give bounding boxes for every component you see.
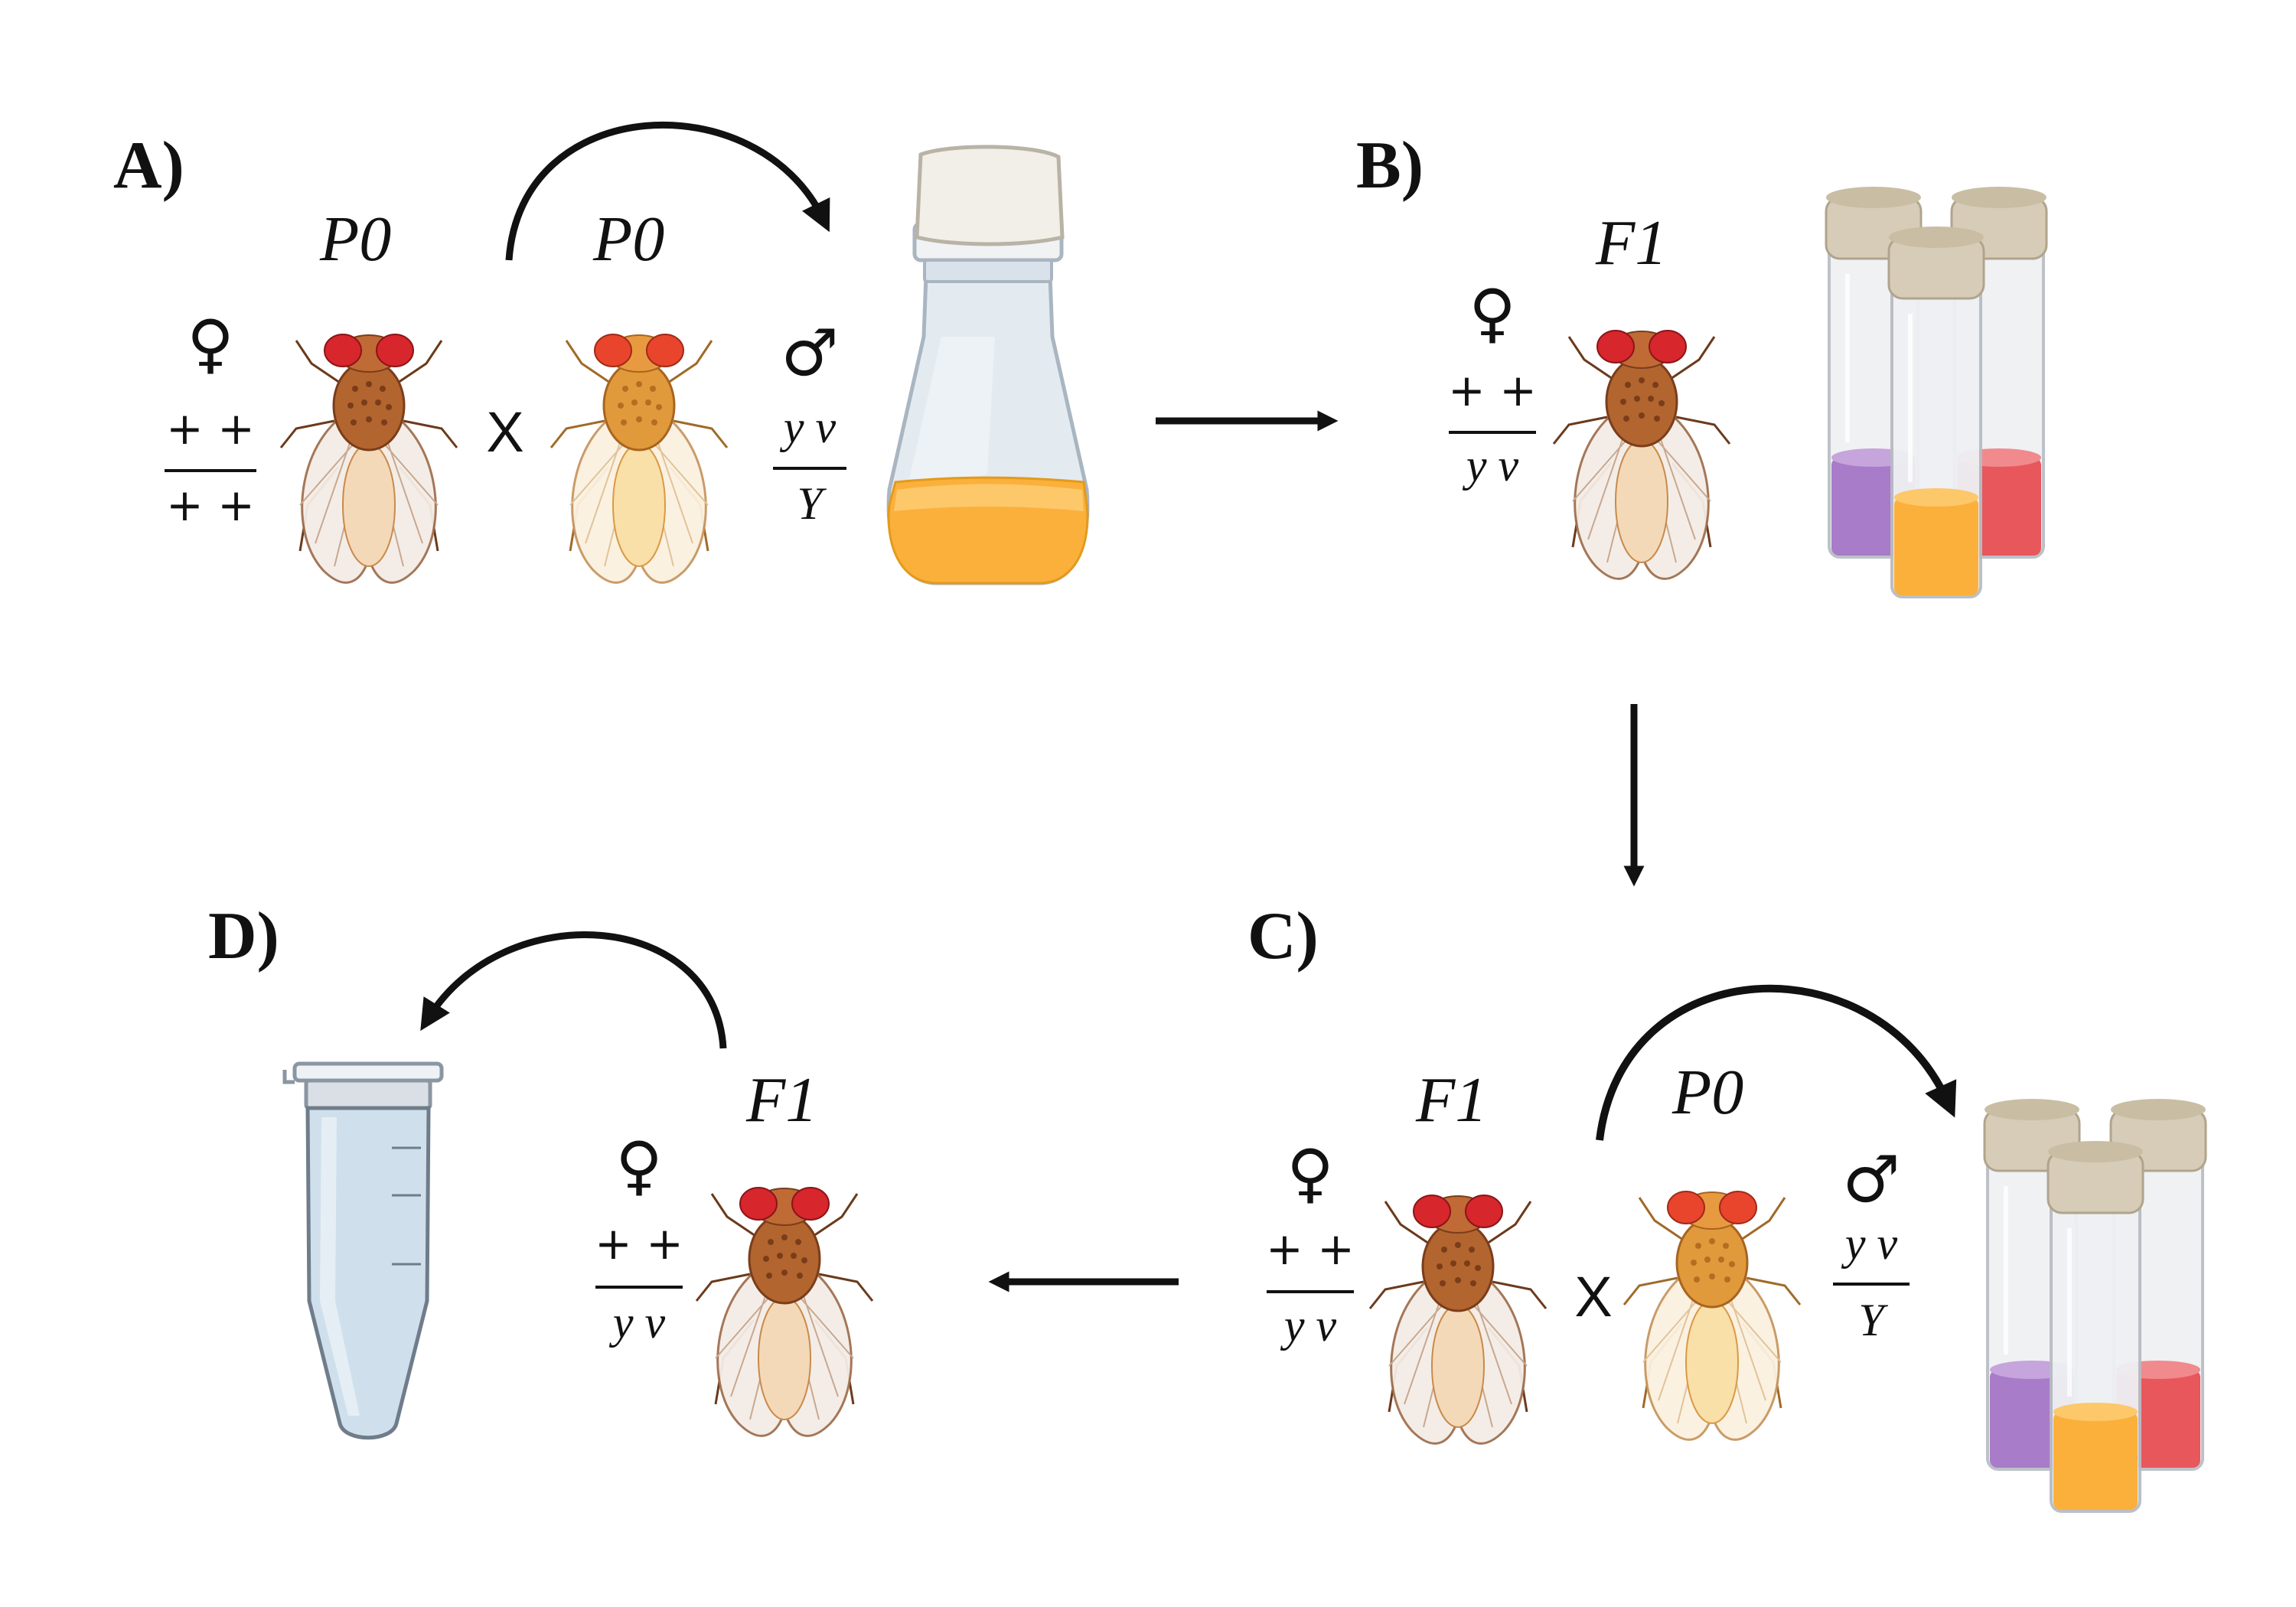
c-male-genotype-bottom: Y [1858,1295,1888,1345]
b-genotype-top: + + [1448,364,1537,416]
b-female-symbol: ♀ [1469,275,1516,350]
a-male-yv-fly [550,333,729,584]
panel-label-a: A) [113,129,184,203]
a-transfer-arrow [505,121,830,261]
c-transfer-arrow [1596,984,1957,1141]
a-male-genotype-top: y v [779,402,837,452]
d-genotype-bottom: y v [608,1297,666,1348]
a-female-generation: P0 [319,204,391,275]
b-genotype-bottom: y v [1462,440,1519,491]
c-male-genotype-top: y v [1841,1218,1898,1269]
c-female-generation: F1 [1415,1064,1487,1136]
culture-flask-icon [886,145,1090,585]
b-female-f1-fly [1552,329,1731,580]
c-male-generation: P0 [1671,1057,1743,1128]
a-female-genotype-top: + + [166,403,255,455]
a-female-wildtype-fly [279,333,458,584]
c-male-yv-fly [1623,1190,1802,1441]
c-male-symbol: ♂ [1842,1142,1900,1217]
c-female-genotype-bottom: y v [1280,1300,1337,1351]
c-female-f1-fly [1368,1194,1548,1445]
a-male-symbol: ♂ [781,315,838,390]
c-female-symbol: ♀ [1287,1136,1334,1211]
d-genotype-top: + + [595,1217,683,1270]
microcentrifuge-tube-icon [282,1061,444,1440]
d-transfer-arrow [420,931,727,1049]
a-male-generation: P0 [592,204,664,275]
b-generation: F1 [1595,207,1667,279]
d-generation: F1 [745,1064,817,1136]
panel-label-b: B) [1356,129,1424,203]
a-male-genotype-bottom: Y [797,478,827,529]
a-female-genotype-bottom: + + [166,479,255,531]
panel-label-d: D) [208,899,279,973]
a-cross-symbol: X [486,400,523,464]
a-female-symbol: ♀ [187,306,234,381]
d-female-f1-fly [695,1186,874,1437]
c-food-vials-icon [1985,1099,2206,1511]
b-food-vials-icon [1826,187,2047,597]
c-female-genotype-top: + + [1266,1223,1355,1275]
c-cross-symbol: X [1574,1265,1612,1328]
d-female-symbol: ♀ [615,1128,663,1203]
panel-label-c: C) [1247,899,1319,973]
